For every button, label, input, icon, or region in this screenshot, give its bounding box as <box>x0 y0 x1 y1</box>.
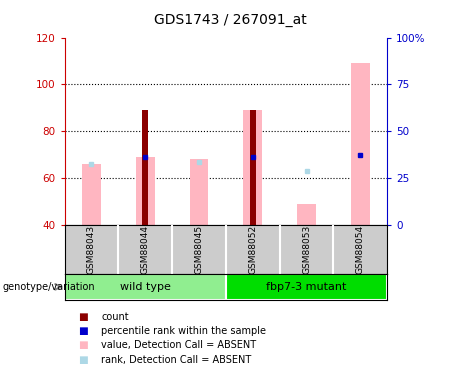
Bar <box>243 110 262 225</box>
Bar <box>82 164 101 225</box>
Text: fbp7-3 mutant: fbp7-3 mutant <box>266 282 347 292</box>
Text: value, Detection Call = ABSENT: value, Detection Call = ABSENT <box>101 340 256 350</box>
Text: genotype/variation: genotype/variation <box>2 282 95 292</box>
Bar <box>136 157 154 225</box>
Text: GSM88044: GSM88044 <box>141 225 150 274</box>
Bar <box>189 159 208 225</box>
Text: GSM88052: GSM88052 <box>248 225 257 274</box>
Text: ■: ■ <box>78 326 88 336</box>
Text: GSM88053: GSM88053 <box>302 225 311 274</box>
Text: count: count <box>101 312 129 322</box>
Text: rank, Detection Call = ABSENT: rank, Detection Call = ABSENT <box>101 355 252 364</box>
Bar <box>142 110 148 225</box>
Bar <box>65 274 226 300</box>
Text: percentile rank within the sample: percentile rank within the sample <box>101 326 266 336</box>
Text: GDS1743 / 267091_at: GDS1743 / 267091_at <box>154 13 307 27</box>
Text: GSM88043: GSM88043 <box>87 225 96 274</box>
Bar <box>351 63 370 225</box>
Text: ■: ■ <box>78 355 88 364</box>
Bar <box>249 110 256 225</box>
Text: GSM88045: GSM88045 <box>195 225 203 274</box>
Text: wild type: wild type <box>120 282 171 292</box>
Bar <box>297 204 316 225</box>
Bar <box>226 274 387 300</box>
Text: ■: ■ <box>78 340 88 350</box>
Text: GSM88054: GSM88054 <box>356 225 365 274</box>
Text: ■: ■ <box>78 312 88 322</box>
